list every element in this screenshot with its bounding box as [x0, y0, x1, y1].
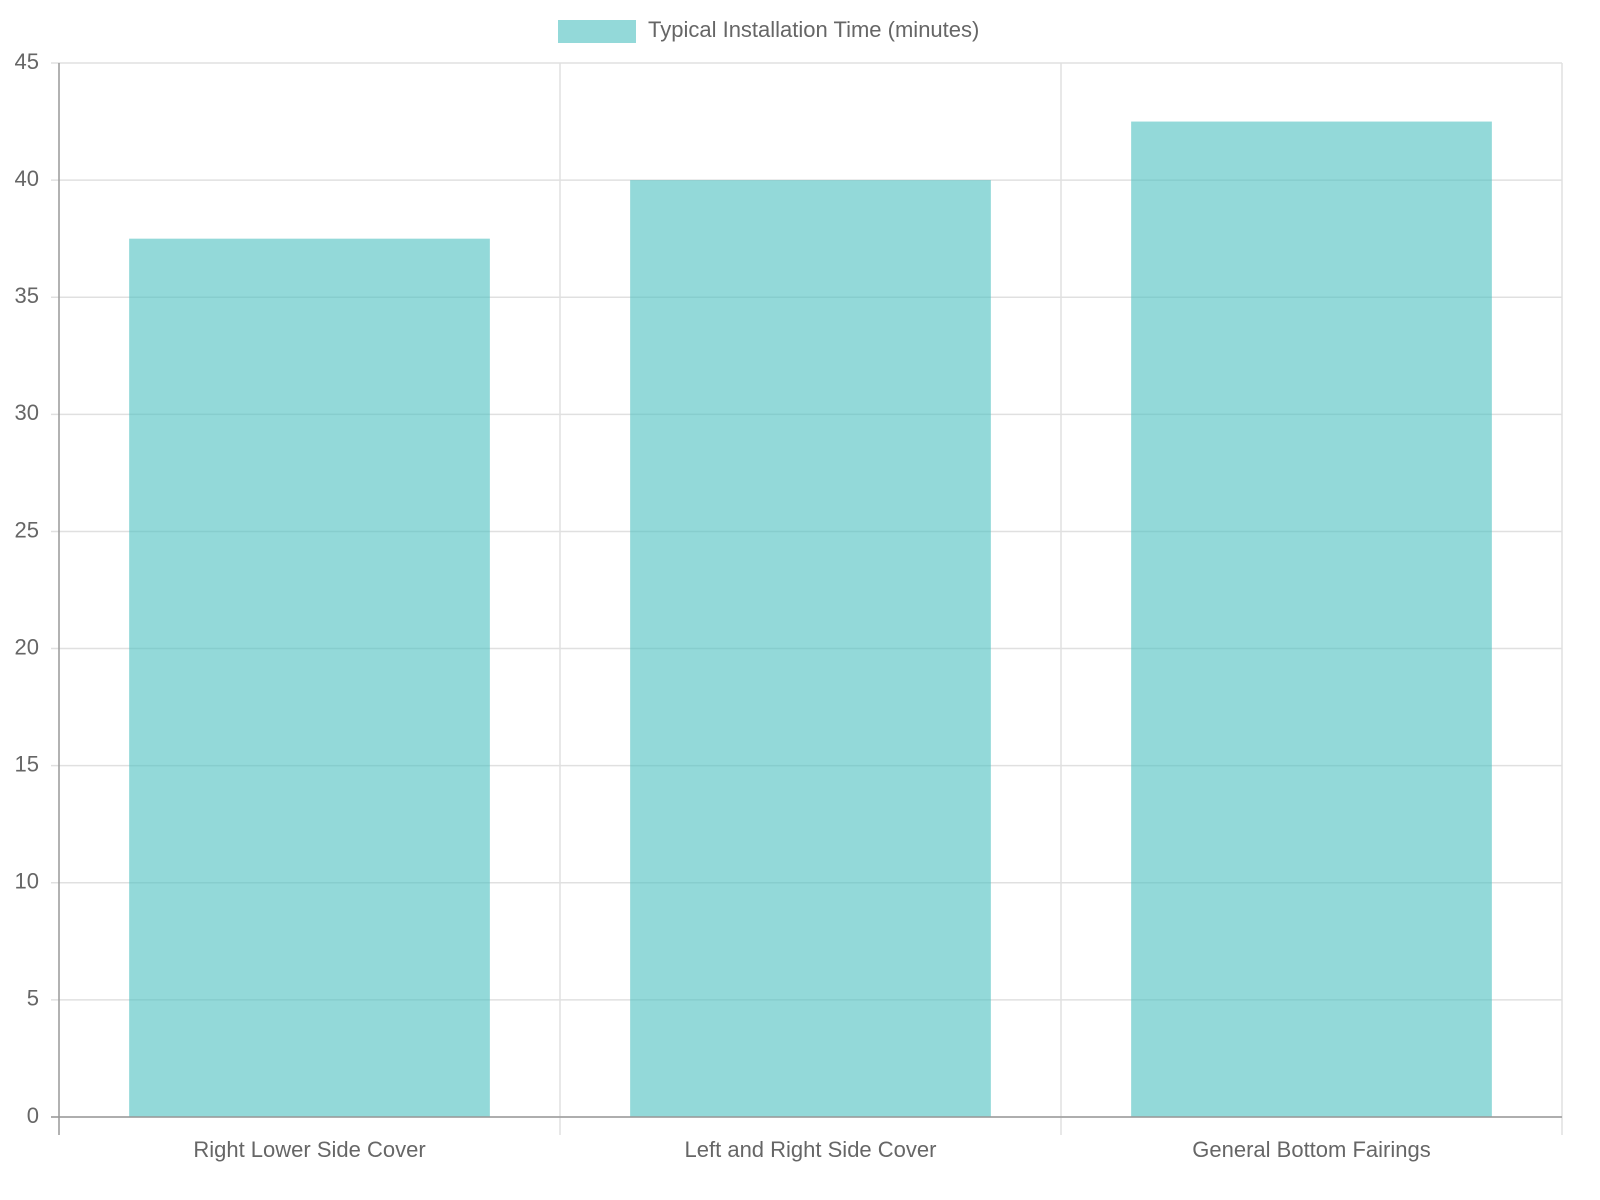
y-tick-label: 10 [15, 869, 39, 894]
legend-label[interactable]: Typical Installation Time (minutes) [648, 17, 979, 42]
legend-swatch[interactable] [558, 20, 636, 43]
x-tick-label: Left and Right Side Cover [685, 1137, 937, 1162]
bar [129, 238, 490, 1117]
y-tick-label: 40 [15, 166, 39, 191]
x-tick-label: General Bottom Fairings [1192, 1137, 1430, 1162]
y-tick-label: 25 [15, 517, 39, 542]
y-tick-label: 30 [15, 400, 39, 425]
y-tick-label: 45 [15, 49, 39, 74]
bar [630, 180, 991, 1118]
x-tick-label: Right Lower Side Cover [193, 1137, 425, 1162]
y-tick-label: 15 [15, 751, 39, 776]
bar [1131, 121, 1492, 1118]
y-tick-label: 20 [15, 634, 39, 659]
y-tick-label: 5 [27, 986, 39, 1011]
y-tick-label: 0 [27, 1103, 39, 1128]
y-tick-label: 35 [15, 283, 39, 308]
